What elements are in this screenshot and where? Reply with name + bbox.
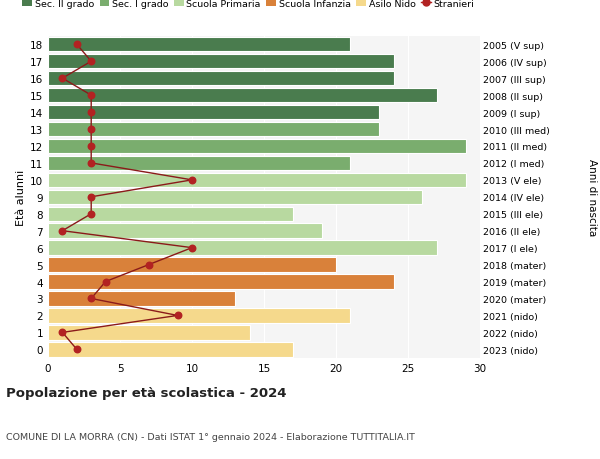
Point — [72, 41, 82, 49]
Bar — [48, 308, 350, 323]
Point — [86, 109, 96, 117]
Text: Anni di nascita: Anni di nascita — [587, 159, 597, 236]
Bar — [48, 157, 350, 171]
Text: COMUNE DI LA MORRA (CN) - Dati ISTAT 1° gennaio 2024 - Elaborazione TUTTITALIA.I: COMUNE DI LA MORRA (CN) - Dati ISTAT 1° … — [6, 431, 415, 441]
Point — [72, 346, 82, 353]
Bar — [48, 190, 422, 205]
Point — [86, 58, 96, 66]
Bar — [48, 106, 379, 120]
Point — [58, 228, 67, 235]
Point — [86, 126, 96, 134]
Bar — [48, 224, 322, 238]
Point — [58, 329, 67, 336]
Point — [58, 75, 67, 83]
Legend: Sec. II grado, Sec. I grado, Scuola Primaria, Scuola Infanzia, Asilo Nido, Stran: Sec. II grado, Sec. I grado, Scuola Prim… — [22, 0, 474, 9]
Bar — [48, 123, 379, 137]
Bar — [48, 291, 235, 306]
Point — [173, 312, 182, 319]
Bar — [48, 325, 250, 340]
Bar — [48, 342, 293, 357]
Bar — [48, 275, 394, 289]
Bar — [48, 55, 394, 69]
Point — [86, 194, 96, 201]
Point — [86, 295, 96, 302]
Bar — [48, 72, 394, 86]
Bar — [48, 258, 336, 272]
Bar — [48, 173, 466, 188]
Bar — [48, 38, 350, 52]
Y-axis label: Età alunni: Età alunni — [16, 169, 26, 225]
Point — [86, 143, 96, 150]
Bar — [48, 89, 437, 103]
Point — [86, 211, 96, 218]
Point — [187, 245, 197, 252]
Point — [86, 160, 96, 167]
Point — [86, 92, 96, 100]
Bar — [48, 140, 466, 154]
Bar — [48, 207, 293, 221]
Point — [187, 177, 197, 184]
Text: Popolazione per età scolastica - 2024: Popolazione per età scolastica - 2024 — [6, 386, 287, 399]
Point — [101, 278, 110, 285]
Point — [144, 261, 154, 269]
Bar — [48, 241, 437, 255]
